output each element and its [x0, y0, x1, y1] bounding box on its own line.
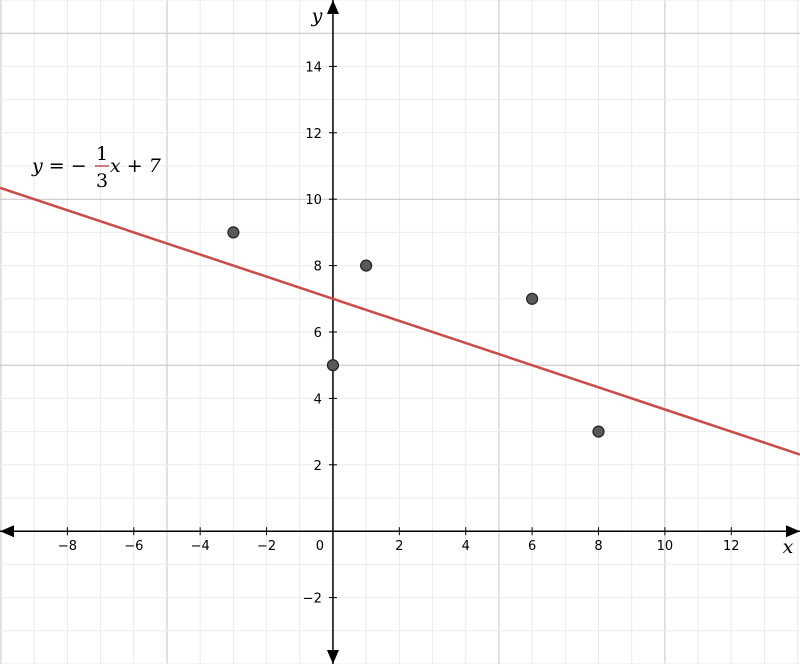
x-arrow-left: [0, 525, 14, 538]
data-point: [326, 359, 340, 372]
equation-numerator: 1: [96, 143, 108, 165]
x-tick-label: −2: [257, 539, 276, 554]
data-point: [360, 259, 373, 272]
x-tick-label: 2: [395, 539, 403, 554]
x-tick-label: 8: [594, 539, 602, 554]
regression-line: [0, 186, 800, 456]
y-tick-label: 6: [314, 326, 322, 341]
x-tick-label: −4: [191, 539, 210, 554]
x-tick-label: 12: [723, 539, 740, 554]
x-tick-label: 0: [316, 539, 324, 554]
y-tick-label: −2: [303, 592, 322, 607]
y-tick-label: 10: [305, 193, 322, 208]
y-tick-label: 12: [305, 127, 322, 142]
y-tick-label: 8: [314, 260, 322, 275]
data-point: [592, 425, 605, 438]
equation-denominator: 3: [96, 170, 108, 192]
x-tick-label: 4: [462, 539, 470, 554]
data-point: [526, 292, 539, 305]
equation-rhs: x + 7: [110, 155, 162, 177]
y-arrow-down: [326, 650, 339, 664]
x-arrow-right: [786, 525, 800, 538]
x-tick-label: −8: [58, 539, 77, 554]
equation-lhs: y = −: [31, 155, 87, 177]
y-tick-label: 14: [305, 60, 322, 75]
data-point: [227, 226, 240, 239]
y-tick-label: 4: [314, 392, 322, 407]
x-axis-label: x: [783, 536, 794, 558]
y-arrow-up: [326, 0, 339, 14]
x-tick-label: −6: [124, 539, 143, 554]
x-tick-label: 6: [528, 539, 536, 554]
y-tick-label: 2: [314, 459, 322, 474]
x-tick-label: 10: [657, 539, 674, 554]
y-axis-label: y: [311, 5, 323, 27]
